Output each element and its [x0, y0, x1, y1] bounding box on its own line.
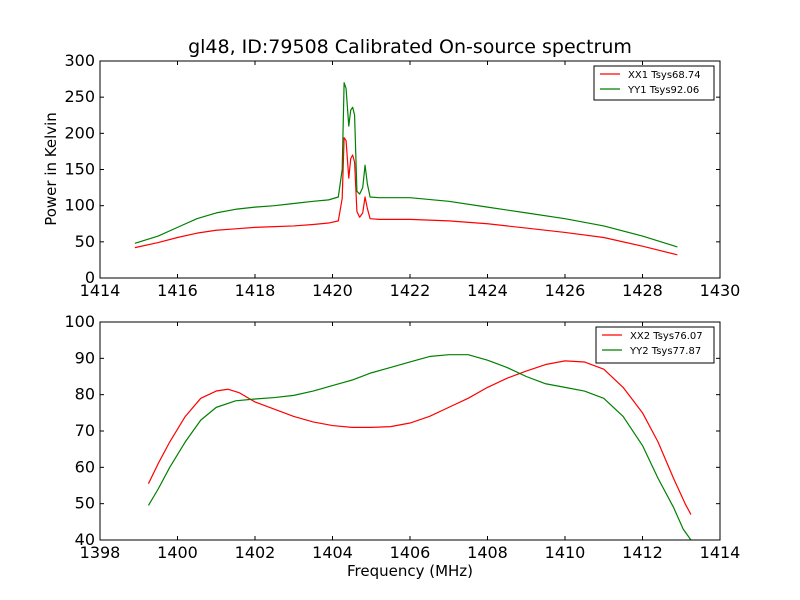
- x-tick-label: 1414: [80, 281, 121, 300]
- x-tick-label: 1420: [312, 281, 353, 300]
- x-tick-label: 1414: [700, 543, 741, 562]
- series-line-yy: [147, 354, 692, 540]
- x-tick-label: 1400: [157, 543, 198, 562]
- y-tick-label: 100: [64, 196, 95, 215]
- x-tick-label: 1404: [312, 543, 353, 562]
- legend-label-yy: YY2 Tsys77.87: [629, 346, 701, 357]
- y-tick-label: 0: [85, 268, 95, 287]
- y-tick-label: 200: [64, 123, 95, 142]
- y-tick-label: 50: [75, 494, 95, 513]
- top-spectrum-panel: 1414 1416 1418 1420 1422 1424 1426 1428 1430 0 50 1…: [64, 51, 740, 300]
- chart-title: gl48, ID:79508 Calibrated On-source spec…: [188, 36, 632, 58]
- x-tick-label: 1430: [700, 281, 741, 300]
- y-tick-label: 250: [64, 87, 95, 106]
- x-tick-label: 1410: [545, 543, 586, 562]
- bottom-spectrum-panel: 1398 1400 1402 1404 1406 1408 1410 1412 1414 40 50…: [64, 312, 740, 562]
- legend-box: [595, 326, 715, 364]
- top-y-axis-label: Power in Kelvin: [42, 112, 60, 226]
- legend: XX2 Tsys76.07 YY2 Tsys77.87: [595, 326, 715, 364]
- y-tick-label: 100: [64, 312, 95, 331]
- x-tick-label: 1422: [390, 281, 431, 300]
- y-tick-label: 90: [75, 348, 95, 367]
- y-tick-label: 150: [64, 160, 95, 179]
- x-tick-label: 1412: [622, 543, 663, 562]
- y-tick-label: 70: [75, 421, 95, 440]
- legend-box: [593, 65, 715, 101]
- legend-label-xx: XX2 Tsys76.07: [630, 331, 703, 342]
- x-tick-label: 1408: [467, 543, 508, 562]
- x-tick-label: 1428: [622, 281, 663, 300]
- y-tick-label: 60: [75, 457, 95, 476]
- series-line-yy: [134, 82, 678, 248]
- x-tick-label: 1416: [157, 281, 198, 300]
- x-tick-label: 1418: [235, 281, 276, 300]
- y-tick-label: 300: [64, 51, 95, 70]
- legend-label-yy: YY1 Tsys92.06: [627, 85, 699, 96]
- series-line-xx: [134, 137, 678, 256]
- x-tick-label: 1402: [235, 543, 276, 562]
- y-tick-label: 40: [75, 530, 95, 549]
- x-tick-label: 1398: [80, 543, 121, 562]
- x-tick-label: 1424: [467, 281, 508, 300]
- x-tick-label: 1406: [390, 543, 431, 562]
- series-line-xx: [147, 360, 692, 515]
- y-tick-label: 50: [75, 232, 95, 251]
- bottom-x-axis-label: Frequency (MHz): [347, 562, 473, 580]
- legend: XX1 Tsys68.74 YY1 Tsys92.06: [593, 65, 715, 101]
- x-tick-label: 1426: [545, 281, 586, 300]
- legend-label-xx: XX1 Tsys68.74: [628, 70, 701, 81]
- y-tick-label: 80: [75, 385, 95, 404]
